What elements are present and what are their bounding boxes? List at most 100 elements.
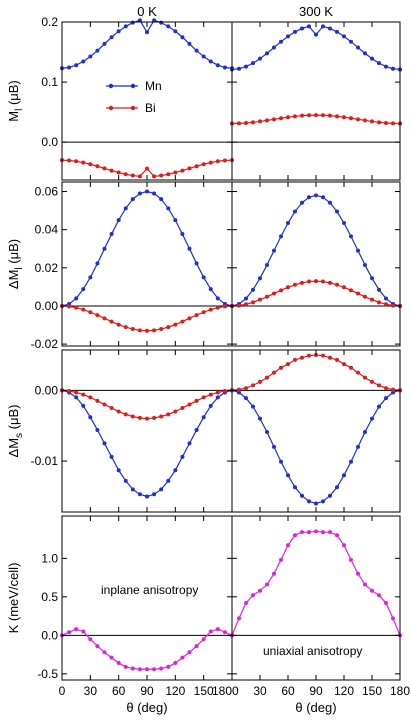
data-point	[173, 409, 178, 414]
data-point	[187, 402, 192, 407]
data-point	[286, 115, 290, 120]
data-point	[166, 206, 171, 211]
data-point	[300, 26, 304, 31]
data-point	[342, 543, 346, 548]
legend-marker	[130, 83, 136, 89]
data-point	[137, 18, 142, 23]
panel-frame	[231, 21, 401, 181]
data-point	[102, 41, 107, 46]
data-point	[349, 116, 353, 121]
data-point	[137, 328, 142, 333]
y-tick-label: -0.5	[37, 667, 58, 681]
data-point	[335, 114, 339, 119]
data-point	[377, 61, 381, 66]
data-point	[173, 322, 178, 327]
series-mn-r0-c1	[230, 24, 402, 72]
data-point	[314, 501, 318, 506]
data-point	[187, 650, 192, 655]
data-point	[251, 120, 255, 125]
data-point	[201, 275, 206, 280]
data-point	[222, 158, 227, 163]
data-point	[152, 667, 157, 672]
data-point	[145, 30, 149, 35]
data-point	[370, 56, 374, 61]
data-point	[356, 117, 360, 122]
data-point	[328, 355, 332, 360]
data-point	[384, 64, 388, 69]
data-point	[265, 118, 269, 123]
y-axis-label: K (meV/cell)	[6, 563, 21, 634]
data-point	[265, 582, 269, 587]
legend-marker	[108, 83, 114, 89]
data-point	[391, 387, 395, 392]
data-point	[173, 29, 178, 34]
data-point	[356, 45, 360, 50]
panel-frame	[61, 349, 233, 513]
data-point	[201, 162, 206, 167]
data-point	[272, 444, 276, 449]
series-mn-r2-c0	[60, 388, 234, 499]
data-point	[194, 48, 199, 53]
data-point	[300, 355, 304, 360]
data-point	[116, 218, 121, 223]
data-point	[293, 29, 297, 34]
x-tick-label: 60	[281, 684, 295, 698]
data-point	[67, 158, 72, 163]
legend-label: Bi	[145, 101, 156, 115]
data-point	[152, 18, 157, 23]
data-point	[102, 441, 107, 446]
data-point	[95, 427, 100, 432]
data-point	[307, 499, 311, 504]
data-point	[286, 34, 290, 39]
series-bi-r1-c1	[230, 279, 402, 308]
data-point	[187, 41, 192, 46]
data-point	[300, 493, 304, 498]
data-point	[314, 113, 318, 118]
data-point	[109, 406, 114, 411]
data-point	[187, 166, 192, 171]
data-point	[166, 172, 171, 177]
data-point	[321, 113, 325, 118]
y-tick-label: 0.0	[41, 628, 58, 642]
data-point	[152, 174, 157, 179]
data-point	[279, 365, 283, 370]
data-point	[286, 543, 290, 548]
data-point	[356, 248, 360, 253]
data-point	[342, 362, 346, 367]
series-mn-r2-c1	[230, 388, 402, 506]
series-mn-r0-c0	[60, 18, 234, 71]
data-point	[81, 403, 86, 408]
data-point	[335, 209, 339, 214]
data-point	[363, 262, 367, 267]
x-tick-label: 90	[309, 684, 323, 698]
data-point	[307, 113, 311, 118]
data-point	[109, 454, 114, 459]
data-point	[67, 389, 72, 394]
data-point	[356, 370, 360, 375]
data-point	[159, 173, 164, 178]
series-line	[61, 389, 233, 498]
data-point	[81, 307, 86, 312]
data-point	[166, 325, 171, 330]
data-point	[123, 24, 128, 29]
data-point	[194, 427, 199, 432]
data-point	[244, 396, 248, 401]
data-point	[237, 121, 241, 126]
data-point	[251, 404, 255, 409]
x-tick-label: 150	[194, 684, 214, 698]
series-line	[231, 389, 401, 505]
data-point	[81, 629, 86, 634]
data-point	[74, 390, 79, 395]
data-point	[363, 118, 367, 123]
data-point	[166, 664, 171, 669]
data-point	[328, 200, 332, 205]
data-point	[370, 588, 374, 593]
data-point	[391, 616, 395, 621]
data-point	[244, 386, 248, 391]
data-point	[384, 396, 388, 401]
data-point	[370, 276, 374, 281]
data-point	[130, 487, 135, 492]
data-point	[377, 404, 381, 409]
data-point	[314, 279, 318, 284]
y-tick-label: 0.02	[35, 261, 59, 275]
